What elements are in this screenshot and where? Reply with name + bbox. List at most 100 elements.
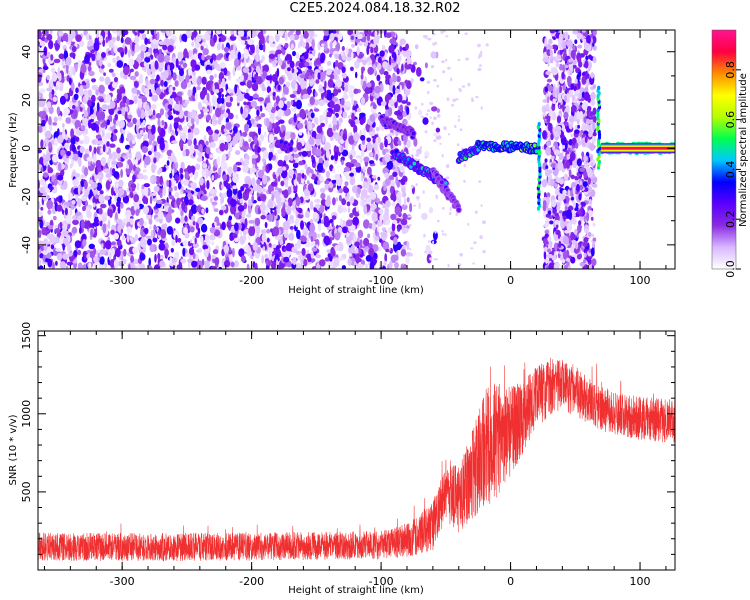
spectrogram-cell xyxy=(148,139,152,146)
spectrogram-cell xyxy=(218,266,223,269)
spectrogram-cell xyxy=(563,47,567,55)
spectrogram-cell xyxy=(226,221,231,229)
spectrogram-cell xyxy=(223,112,229,118)
spectrogram-cell xyxy=(589,120,594,125)
spectrogram-cell xyxy=(289,60,295,69)
spectrogram-cell xyxy=(147,187,151,197)
spectrogram-cell xyxy=(149,78,156,85)
spectrogram-cell xyxy=(355,38,361,43)
spectrogram-cell xyxy=(576,253,582,260)
spectrogram-marks xyxy=(38,30,675,269)
spectrogram-cell xyxy=(392,193,397,202)
spectrogram-cell xyxy=(566,75,572,85)
spectrogram-cell xyxy=(356,46,360,56)
spectrogram-cell xyxy=(151,163,156,174)
spectrogram-cell xyxy=(307,183,314,192)
spectrogram-cell xyxy=(590,72,594,79)
spectrogram-cell xyxy=(242,183,249,188)
spectrogram-cell xyxy=(545,213,550,218)
spectrogram-cell xyxy=(195,163,201,171)
spectrogram-cell xyxy=(74,240,82,249)
spectrogram-cell xyxy=(149,225,152,230)
spectrogram-cell xyxy=(295,196,301,207)
spectrogram-cell xyxy=(347,206,351,213)
spectrogram-cell xyxy=(148,257,151,267)
spectrogram-cell xyxy=(75,87,79,94)
spectrogram-cell xyxy=(96,146,100,155)
spectrogram-cell xyxy=(105,36,109,44)
spectrogram-cell xyxy=(47,258,53,268)
spectrogram-cell xyxy=(194,144,199,150)
spectrogram-cell xyxy=(244,158,250,166)
spectrogram-cell xyxy=(569,151,576,161)
spectrogram-cell xyxy=(168,87,172,94)
spectrogram-cell xyxy=(308,137,315,145)
spectrogram-cell xyxy=(373,35,380,46)
spectrogram-cell xyxy=(240,135,244,144)
spectrogram-cell xyxy=(369,261,375,269)
spectrogram-cell xyxy=(41,97,45,105)
spectrogram-cell xyxy=(122,235,126,241)
spectrogram-cell xyxy=(365,122,371,133)
spectrogram-cell xyxy=(292,256,297,266)
spectrogram-cell xyxy=(307,88,313,94)
spectrogram-cell xyxy=(46,195,50,200)
spectrogram-cell xyxy=(290,108,297,112)
spectrogram-cell xyxy=(251,154,259,159)
spectrogram-cell xyxy=(268,53,276,60)
spectrogram-cell xyxy=(138,95,144,99)
spectrogram-cell xyxy=(382,61,389,70)
spectrogram-cell xyxy=(362,181,368,189)
spectrogram-cell xyxy=(90,228,94,238)
spectrogram-cell xyxy=(364,87,372,95)
spectrogram-cell xyxy=(180,174,184,179)
spectrogram-cell xyxy=(264,221,268,229)
spectrogram-cell xyxy=(172,86,176,91)
spectrogram-cell xyxy=(289,226,294,230)
spectrogram-cell xyxy=(120,229,124,234)
spectrogram-cell xyxy=(193,127,200,136)
spectrogram-cell xyxy=(144,155,151,166)
spectrogram-cell xyxy=(345,162,353,168)
spectrogram-cell xyxy=(359,112,366,118)
spectrogram-cell xyxy=(229,142,233,153)
spectrogram-cell xyxy=(157,211,164,220)
spectrogram-cell xyxy=(187,89,193,97)
spectrogram-cell xyxy=(384,148,389,153)
spectrogram-cell xyxy=(120,202,124,209)
spectrogram-cell xyxy=(211,255,216,259)
spectrogram-cell xyxy=(104,30,109,35)
spectrogram-cell xyxy=(344,106,351,111)
spectrogram-cell xyxy=(178,124,182,131)
spectrogram-cell xyxy=(242,229,247,236)
spectrogram-cell xyxy=(116,35,120,42)
spectrogram-cell xyxy=(196,77,201,86)
spectrogram-cell xyxy=(121,106,126,117)
spectrogram-cell xyxy=(156,199,163,204)
spectrogram-cell xyxy=(114,193,118,203)
spectrogram-cell xyxy=(140,188,144,194)
spectrogram-cell xyxy=(128,263,131,269)
spectrogram-cell xyxy=(379,50,385,57)
spectrogram-cell xyxy=(92,107,97,117)
spectrogram-cell xyxy=(319,259,326,267)
spectrogram-cell xyxy=(157,125,162,134)
spectrogram-cell xyxy=(83,180,88,190)
spectrogram-cell xyxy=(136,123,139,134)
spectrogram-cell xyxy=(310,112,315,119)
spectrogram-cell xyxy=(206,180,210,190)
spectrogram-cell xyxy=(371,222,376,231)
spectrogram-cell xyxy=(378,208,384,215)
spectrogram-cell xyxy=(112,134,118,142)
spectrogram-cell xyxy=(53,178,58,186)
spectrogram-cell xyxy=(274,208,277,217)
spectrogram-cell xyxy=(51,72,58,82)
spectrogram-cell xyxy=(112,81,118,89)
spectrogram-cell xyxy=(306,149,312,158)
spectrogram-cell xyxy=(86,156,94,162)
spectrogram-cell xyxy=(160,79,164,87)
spectrogram-cell xyxy=(113,259,119,269)
spectrogram-cell xyxy=(255,65,261,74)
spectrogram-cell xyxy=(317,179,321,186)
spectrogram-cell xyxy=(64,142,70,150)
